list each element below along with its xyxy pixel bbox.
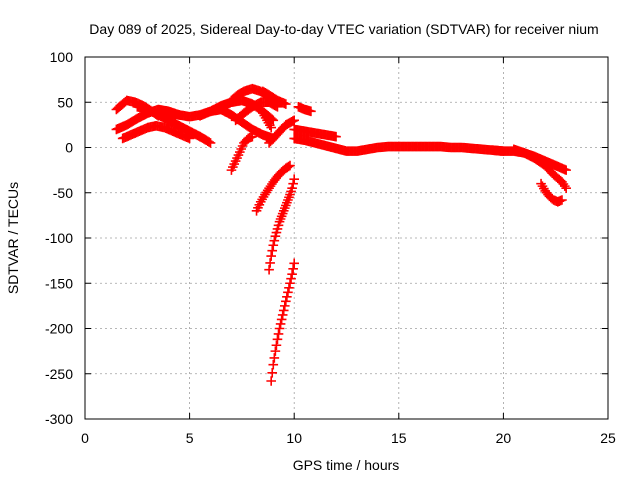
data-point: [247, 131, 258, 142]
data-point: [267, 245, 278, 256]
data-point: [277, 310, 288, 320]
series-arc-20: [289, 133, 404, 156]
data-point: [266, 376, 276, 386]
y-tick-label: -250: [45, 366, 73, 382]
y-axis-label: SDTVAR / TECUs: [5, 182, 21, 294]
data-point: [281, 296, 291, 307]
y-tick-label: -150: [45, 275, 73, 291]
series-arc-19: [289, 124, 341, 142]
data-point: [269, 235, 280, 246]
data-point: [268, 240, 279, 251]
series-arc-15: [251, 160, 295, 216]
data-point: [266, 122, 276, 133]
data-point: [265, 258, 275, 268]
data-point: [282, 292, 292, 302]
x-tick-label: 15: [391, 430, 407, 446]
x-tick-label: 0: [81, 430, 89, 446]
series-arc-23: [509, 144, 571, 194]
series-arc-13: [264, 115, 299, 148]
data-point: [204, 137, 214, 147]
data-point: [284, 282, 294, 293]
data-point: [278, 305, 289, 316]
data-point: [289, 115, 299, 126]
data-point: [285, 278, 295, 289]
data-point: [271, 340, 282, 351]
y-tick-label: -200: [45, 321, 73, 337]
data-point: [270, 346, 281, 356]
data-point: [287, 183, 297, 194]
data-point: [273, 329, 284, 339]
data-point: [285, 160, 295, 171]
data-point: [283, 161, 294, 172]
x-tick-label: 10: [286, 430, 302, 446]
series-arc-24: [536, 178, 567, 207]
y-tick-label: 0: [65, 140, 73, 156]
series-arc-3: [117, 120, 195, 144]
x-axis-label: GPS time / hours: [293, 457, 400, 473]
axis-ticks: 100 50 0 -50 -100 -150 -200 -250 -300 0 5 10 15 20 25: [45, 49, 616, 446]
y-tick-label: -300: [45, 411, 73, 427]
series-arc-11: [258, 86, 291, 109]
data-point: [289, 174, 299, 184]
data-point: [306, 106, 316, 117]
series-arc-7: [195, 131, 216, 148]
data-point: [272, 224, 283, 234]
y-tick-label: 50: [57, 94, 73, 110]
series-arc-14: [258, 108, 276, 133]
y-tick-label: -100: [45, 230, 73, 246]
series-arc-12: [226, 131, 258, 175]
data-point: [272, 334, 283, 345]
series-arc-21: [394, 141, 509, 156]
series-arc-17: [266, 258, 299, 386]
data-point: [267, 114, 277, 125]
data-point: [288, 178, 298, 189]
x-tick-label: 20: [496, 430, 512, 446]
data-point: [264, 264, 274, 275]
data-point: [276, 314, 287, 325]
data-point: [287, 269, 297, 279]
data-point: [279, 301, 290, 311]
data-point: [267, 368, 278, 378]
data-point: [331, 131, 341, 142]
data-point: [561, 183, 571, 194]
series-arc-16: [264, 174, 299, 275]
data-point: [205, 138, 216, 148]
x-tick-label: 25: [600, 430, 616, 446]
data-point: [270, 231, 281, 241]
data-point: [561, 165, 571, 175]
data-marks: [111, 83, 571, 386]
chart-title: Day 089 of 2025, Sidereal Day-to-day VTE…: [89, 21, 598, 37]
data-point: [283, 287, 293, 298]
data-point: [269, 353, 280, 363]
data-point: [557, 195, 567, 205]
data-point: [266, 251, 276, 261]
y-tick-label: 100: [50, 49, 74, 65]
data-point: [274, 323, 285, 334]
data-point: [275, 319, 286, 329]
series-arc-18: [293, 101, 316, 117]
data-point: [281, 99, 291, 109]
data-point: [268, 359, 279, 370]
data-point: [286, 273, 296, 284]
data-point: [273, 220, 284, 231]
y-tick-label: -50: [53, 185, 73, 201]
x-tick-label: 5: [186, 430, 194, 446]
data-point: [289, 258, 299, 269]
data-point: [271, 227, 282, 238]
data-point: [288, 263, 298, 274]
